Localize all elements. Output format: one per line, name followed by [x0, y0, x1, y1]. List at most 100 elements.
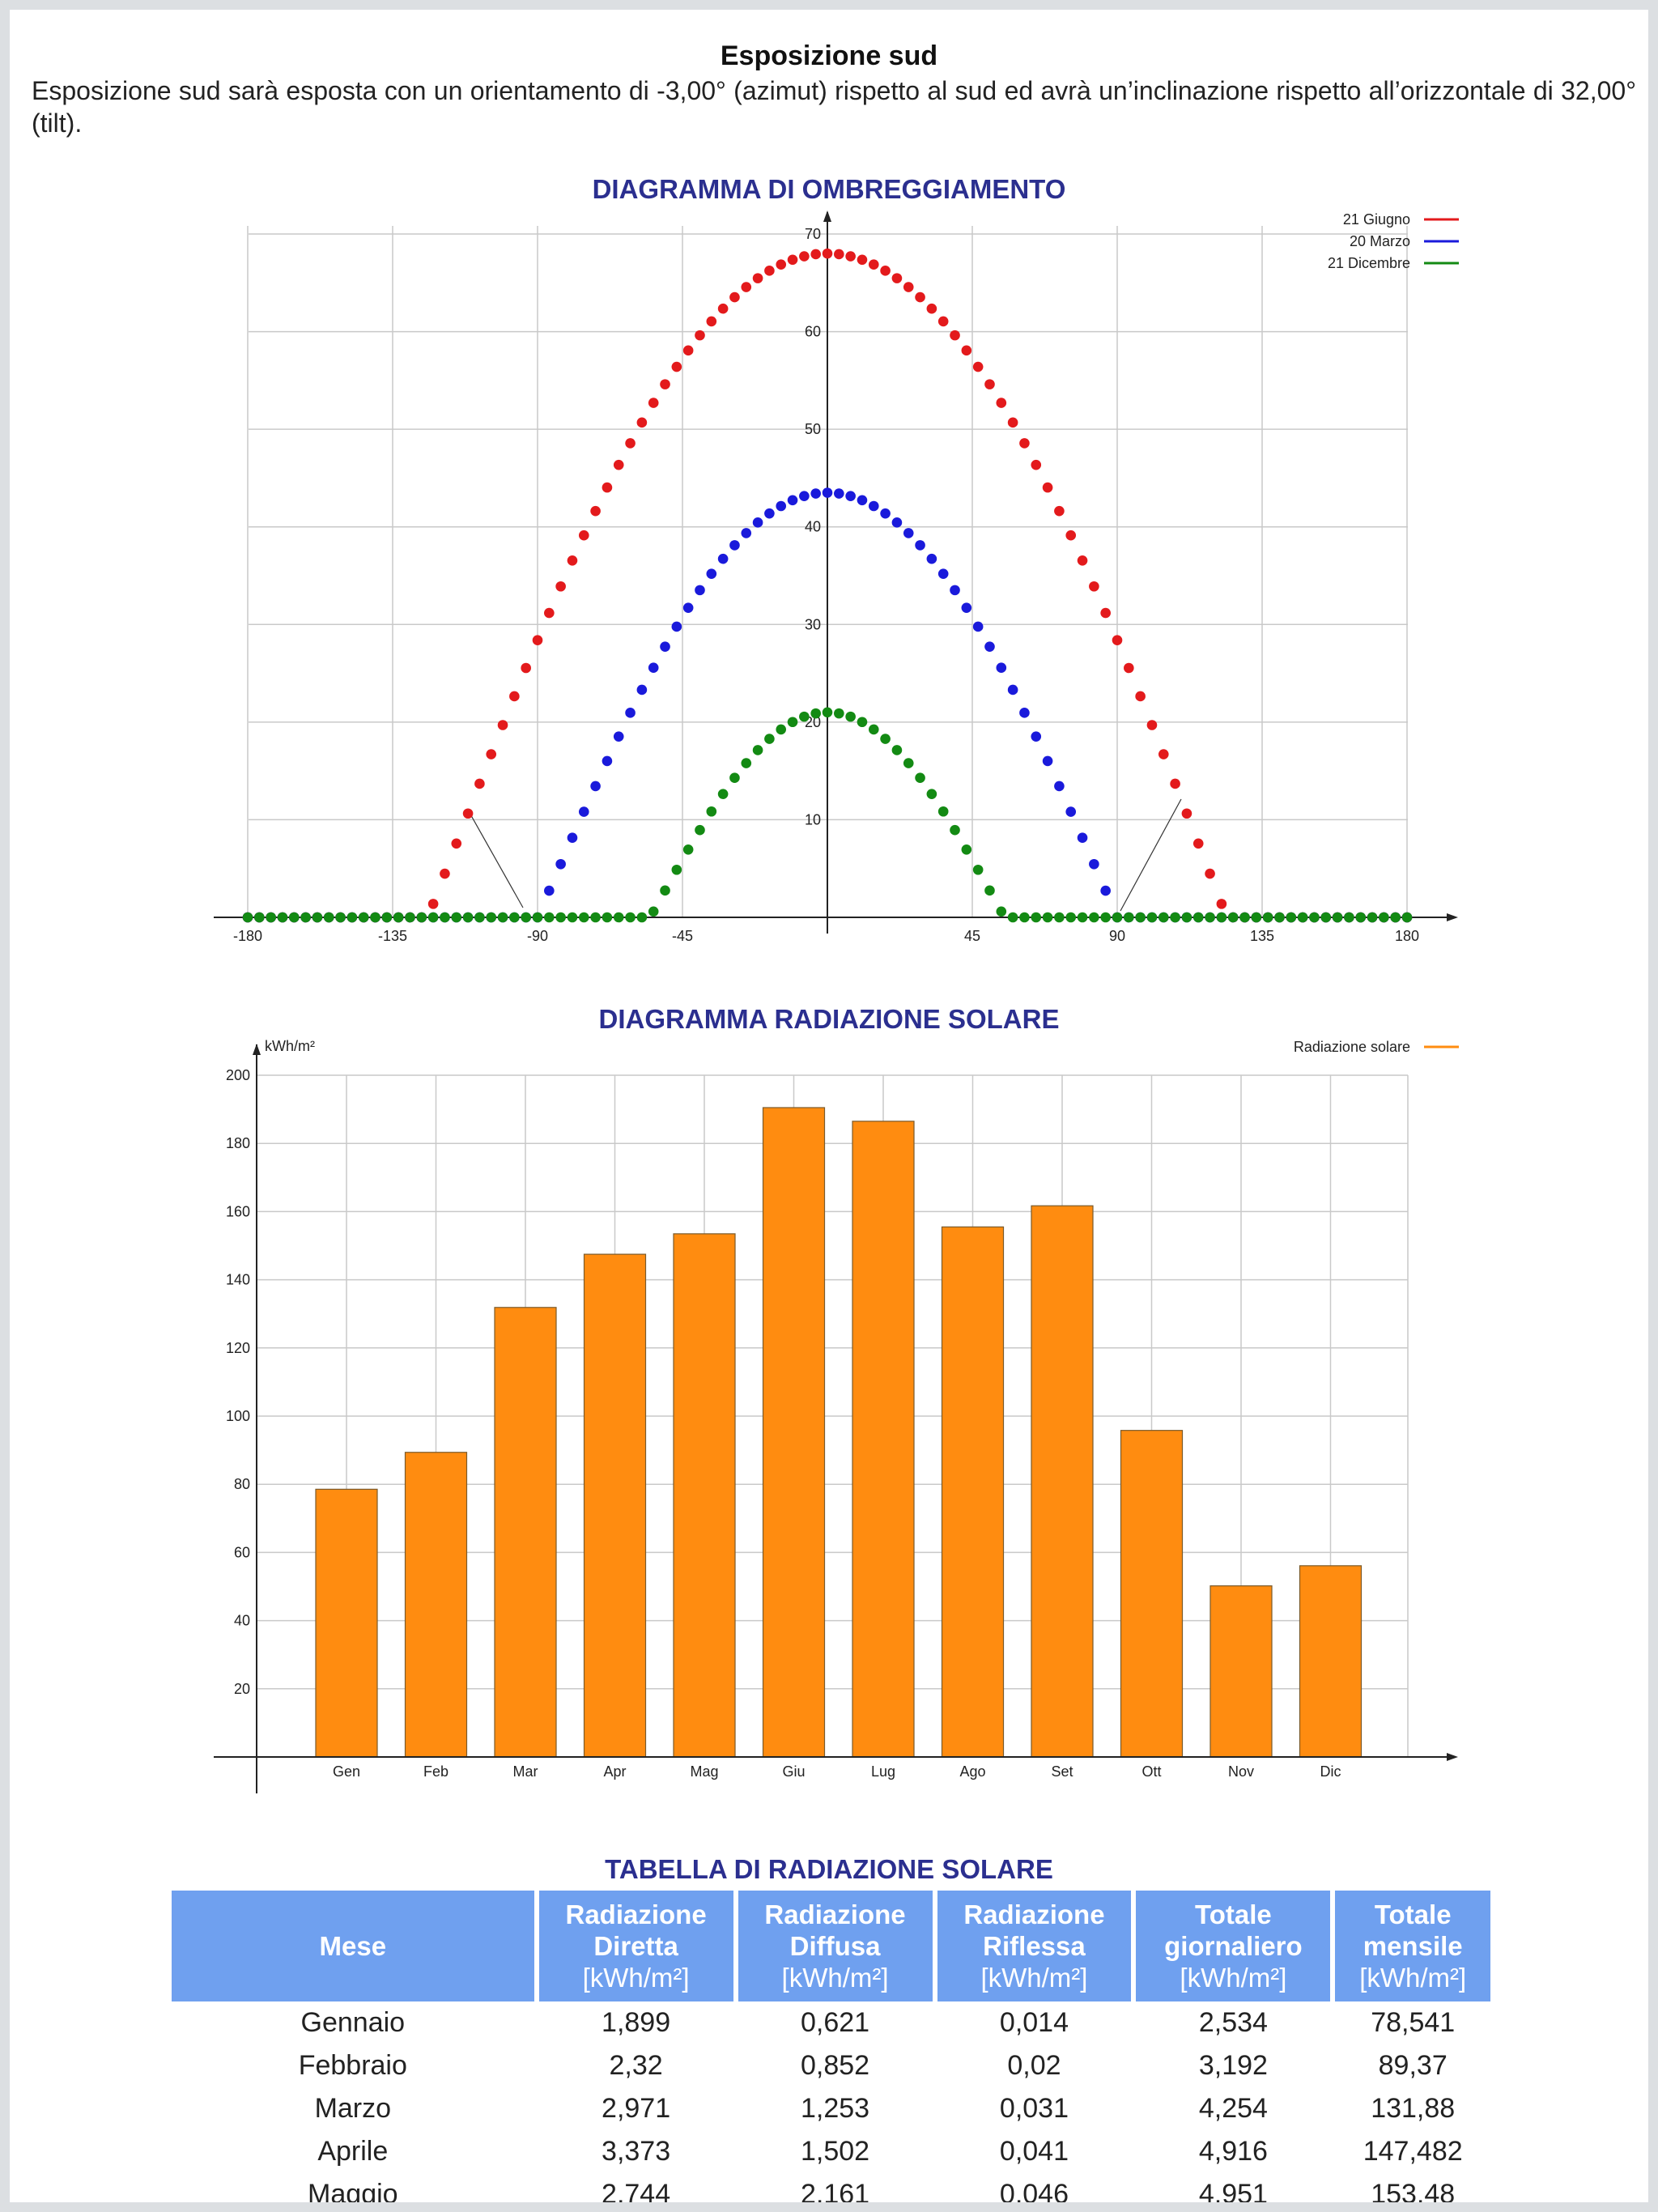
data-point	[323, 912, 334, 923]
y-axis-label: kWh/m²	[265, 1038, 315, 1054]
y-axis-arrow	[253, 1044, 261, 1055]
shading-chart: -180 -135 -90 -45 45 90 135 1801020304050607021…	[214, 211, 1459, 944]
data-point	[752, 517, 763, 528]
y-tick-label: 40	[805, 519, 821, 535]
data-point	[799, 491, 810, 501]
y-tick-label: 140	[226, 1272, 250, 1288]
data-point	[729, 291, 740, 303]
data-point	[1390, 912, 1401, 923]
data-point	[1227, 912, 1239, 923]
data-point	[300, 912, 311, 923]
table-cell: 0,852	[800, 2050, 870, 2081]
data-point	[776, 259, 787, 270]
data-point	[1274, 912, 1285, 923]
legend-label: 21 Dicembre	[1328, 255, 1410, 271]
data-point	[266, 912, 276, 923]
data-point	[509, 691, 520, 702]
data-point	[776, 724, 787, 735]
data-point	[1124, 912, 1134, 923]
data-point	[717, 789, 729, 799]
data-point	[1112, 912, 1123, 923]
data-point	[1054, 505, 1065, 517]
data-point	[787, 254, 798, 266]
data-point	[810, 249, 821, 260]
table-cell: 3,373	[602, 2136, 671, 2167]
data-point	[1170, 912, 1180, 923]
data-point	[1054, 781, 1065, 792]
data-point	[567, 555, 578, 566]
data-point	[822, 487, 833, 498]
bar	[941, 1226, 1005, 1758]
x-tick-label: Nov	[1228, 1763, 1254, 1780]
header-title: Mese	[319, 1931, 387, 1961]
data-point	[312, 912, 323, 923]
table-row: Aprile 3,373 1,502 0,041 4,916 147,482	[172, 2130, 1490, 2173]
data-point	[845, 711, 856, 722]
data-point	[996, 398, 1007, 408]
data-point	[1042, 755, 1053, 767]
data-point	[961, 345, 972, 356]
data-point	[660, 641, 670, 652]
data-point	[984, 379, 995, 389]
table-cell: Gennaio	[300, 2007, 406, 2038]
y-tick-label: 100	[226, 1408, 250, 1424]
data-point	[1401, 912, 1413, 923]
data-point	[636, 684, 648, 696]
data-point	[613, 459, 624, 470]
data-point	[602, 482, 613, 493]
data-point	[741, 528, 752, 538]
data-point	[544, 607, 555, 619]
data-point	[1054, 912, 1065, 923]
data-point	[1077, 912, 1088, 923]
data-point	[915, 291, 925, 303]
data-point	[335, 912, 346, 923]
data-point	[625, 708, 636, 718]
table-cell: Febbraio	[298, 2050, 407, 2081]
data-point	[764, 266, 775, 276]
data-point	[1379, 912, 1389, 923]
data-point	[961, 844, 972, 855]
data-point	[1344, 912, 1354, 923]
data-point	[822, 707, 833, 718]
data-point	[891, 273, 903, 283]
x-tick-label: -135	[378, 928, 407, 944]
x-tick-label: -45	[672, 928, 693, 944]
y-tick-label: 160	[226, 1203, 250, 1219]
header-title: Radiazione Diffusa	[764, 1899, 906, 1961]
data-point	[787, 717, 798, 728]
radiation-table: Mese Radiazione Diretta [kWh/m²] Radiazione…	[167, 1891, 1495, 2202]
x-tick-label: Giu	[782, 1763, 805, 1780]
data-point	[1019, 708, 1030, 718]
leader-line	[468, 810, 524, 908]
data-point	[1205, 868, 1215, 879]
data-point	[660, 885, 670, 896]
y-tick-label: 70	[805, 226, 821, 242]
data-point	[799, 711, 810, 722]
data-point	[1100, 885, 1111, 896]
section-title: Esposizione sud	[720, 40, 938, 71]
data-point	[926, 553, 937, 564]
data-point	[799, 251, 810, 262]
table-cell: 0,621	[800, 2007, 870, 2038]
table-cell: Aprile	[317, 2136, 389, 2167]
document-page: Esposizione sud Esposizione sud sarà esp…	[10, 10, 1648, 2202]
radiation-chart-title: DIAGRAMMA RADIAZIONE SOLARE	[598, 1004, 1060, 1034]
data-point	[695, 585, 705, 596]
data-point	[405, 912, 415, 923]
data-point	[578, 530, 589, 541]
bar	[1209, 1585, 1273, 1758]
data-point	[1181, 808, 1192, 819]
table-cell: 78,541	[1371, 2007, 1456, 2038]
data-point	[682, 844, 694, 855]
data-point	[451, 838, 462, 849]
data-point	[857, 495, 868, 506]
data-point	[671, 621, 682, 632]
data-point	[1192, 838, 1204, 849]
data-point	[636, 417, 648, 428]
data-point	[868, 500, 879, 512]
data-point	[1146, 912, 1158, 923]
table-header-cell: Mese	[172, 1891, 534, 2001]
data-point	[857, 254, 868, 266]
data-point	[590, 505, 601, 517]
data-point	[358, 912, 369, 923]
